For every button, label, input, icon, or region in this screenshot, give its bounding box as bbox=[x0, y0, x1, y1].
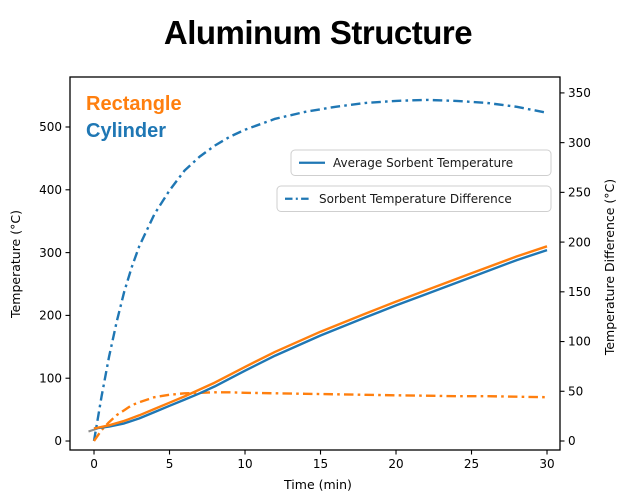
y-right-tick-label: 350 bbox=[568, 86, 591, 100]
x-axis-tick-label: 0 bbox=[90, 457, 98, 471]
y-left-axis-label: Temperature (°C) bbox=[8, 210, 23, 319]
chart-title: Aluminum Structure bbox=[163, 14, 473, 51]
y-right-tick-label: 200 bbox=[568, 235, 591, 249]
y-right-tick-label: 300 bbox=[568, 136, 591, 150]
series-line-avg-temp-cylinder bbox=[93, 248, 548, 430]
series-line-avg-temp-rectangle bbox=[93, 245, 548, 430]
legend-label: Average Sorbent Temperature bbox=[333, 156, 513, 170]
y-left-tick-label: 300 bbox=[39, 246, 62, 260]
x-axis-label: Time (min) bbox=[283, 477, 352, 492]
legend-label: Sorbent Temperature Difference bbox=[319, 192, 512, 206]
x-axis-tick-label: 5 bbox=[166, 457, 174, 471]
y-right-tick-label: 100 bbox=[568, 335, 591, 349]
plot-border bbox=[69, 76, 561, 451]
x-axis-tick-label: 20 bbox=[388, 457, 403, 471]
y-left-tick-label: 500 bbox=[39, 120, 62, 134]
annotation-cylinder: Cylinder bbox=[86, 120, 166, 142]
x-axis-tick-label: 15 bbox=[313, 457, 328, 471]
y-left-tick-label: 200 bbox=[39, 309, 62, 323]
y-right-tick-label: 150 bbox=[568, 285, 591, 299]
y-right-axis-label: Temperature Difference (°C) bbox=[602, 179, 617, 356]
y-right-tick-label: 50 bbox=[568, 384, 583, 398]
y-left-tick-label: 100 bbox=[39, 371, 62, 385]
series-line-temp-diff-rectangle bbox=[93, 391, 548, 442]
y-left-tick-label: 0 bbox=[54, 434, 62, 448]
x-axis-tick-label: 25 bbox=[464, 457, 479, 471]
y-left-tick-label: 400 bbox=[39, 183, 62, 197]
y-right-tick-label: 0 bbox=[568, 434, 576, 448]
x-axis-tick-label: 30 bbox=[539, 457, 554, 471]
y-right-tick-label: 250 bbox=[568, 186, 591, 200]
series-line-temp-diff-cylinder bbox=[92, 98, 548, 442]
legend-box bbox=[276, 185, 552, 212]
annotation-rectangle: Rectangle bbox=[86, 93, 182, 115]
x-axis-tick-label: 10 bbox=[237, 457, 252, 471]
legend-box bbox=[290, 149, 552, 176]
